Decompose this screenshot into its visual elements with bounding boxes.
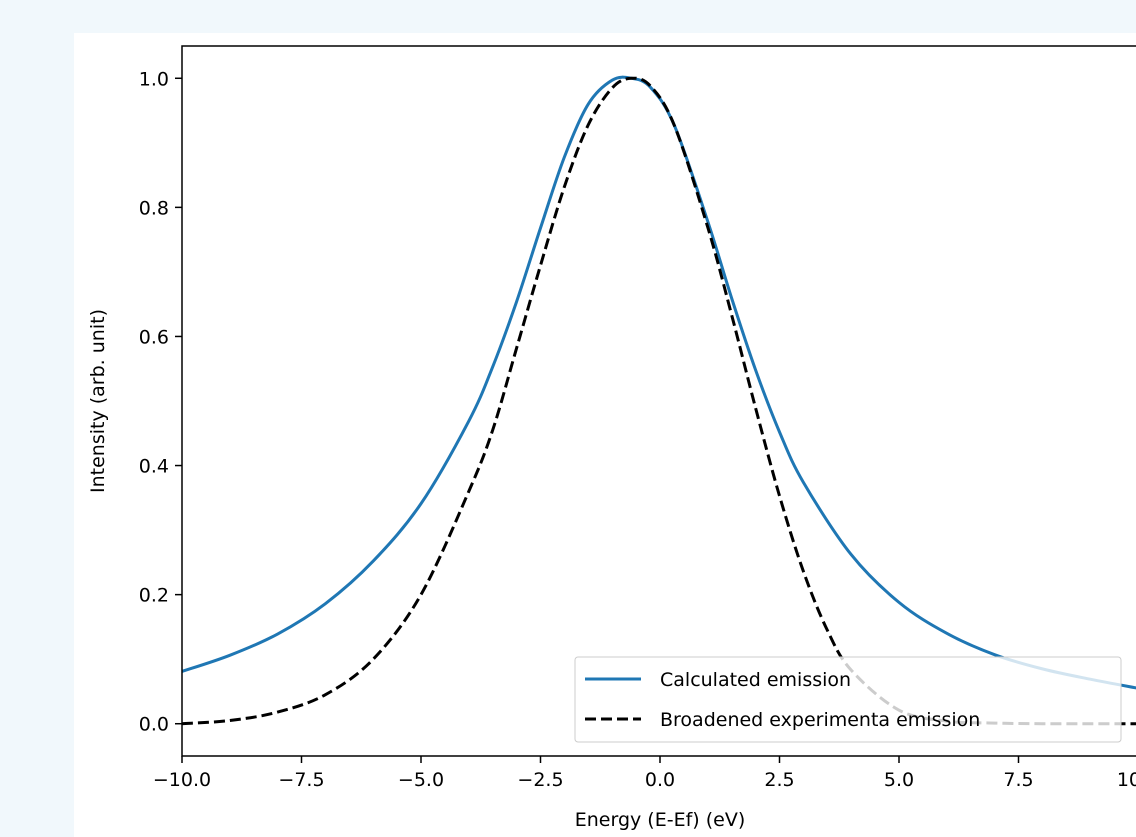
x-tick-label: 2.5 xyxy=(764,769,794,791)
legend-label-broadened: Broadened experimenta emission xyxy=(660,709,980,731)
x-tick-label: 7.5 xyxy=(1003,769,1033,791)
x-tick-label: 10.0 xyxy=(1117,769,1136,791)
y-tick-label: 0.8 xyxy=(139,197,169,219)
x-tick-label: −5.0 xyxy=(398,769,444,791)
legend-label-calculated: Calculated emission xyxy=(660,669,851,691)
y-tick-label: 0.4 xyxy=(139,456,169,478)
x-axis: −10.0 −7.5 −5.0 −2.5 0.0 2.5 5.0 7.5 10.0 xyxy=(153,756,1136,791)
x-tick-label: 5.0 xyxy=(884,769,914,791)
x-axis-label: Energy (E-Ef) (eV) xyxy=(575,809,746,831)
x-tick-label: −2.5 xyxy=(517,769,563,791)
legend-box xyxy=(574,656,1122,743)
y-tick-label: 1.0 xyxy=(139,68,169,90)
plot-lines xyxy=(181,75,1136,726)
y-tick-label: 0.6 xyxy=(139,326,169,348)
y-tick-label: 0.2 xyxy=(139,585,169,607)
axes-frame xyxy=(181,45,1136,757)
series-line-broadened xyxy=(181,76,1136,726)
legend: Calculated emission Broadened experiment… xyxy=(574,656,1122,743)
series-line-calculated xyxy=(181,75,1136,690)
y-tick-label: 0.0 xyxy=(139,714,169,736)
x-tick-label: 0.0 xyxy=(645,769,675,791)
x-tick-label: −10.0 xyxy=(153,769,211,791)
line-chart: −10.0 −7.5 −5.0 −2.5 0.0 2.5 5.0 7.5 10.0 0.0 0.2… xyxy=(87,45,1136,831)
chart-figure: −10.0 −7.5 −5.0 −2.5 0.0 2.5 5.0 7.5 10.0 0.0 0.2… xyxy=(74,33,1136,837)
y-axis-label: Intensity (arb. unit) xyxy=(87,309,109,493)
x-tick-label: −7.5 xyxy=(278,769,324,791)
y-axis: 0.0 0.2 0.4 0.6 0.8 1.0 xyxy=(139,68,182,736)
